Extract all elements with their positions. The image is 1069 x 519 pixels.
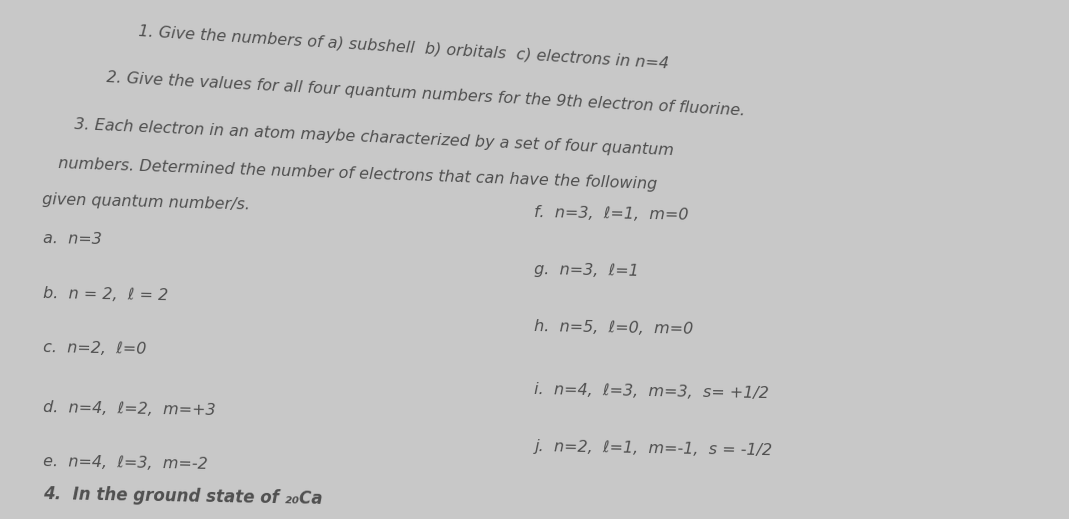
Text: 1. Give the numbers of a) subshell  b) orbitals  c) electrons in n=4: 1. Give the numbers of a) subshell b) or… xyxy=(138,23,669,71)
Text: b.  n = 2,  ℓ = 2: b. n = 2, ℓ = 2 xyxy=(43,286,168,303)
Text: 2. Give the values for all four quantum numbers for the 9th electron of fluorine: 2. Give the values for all four quantum … xyxy=(106,70,746,118)
Text: given quantum number/s.: given quantum number/s. xyxy=(43,192,250,212)
Text: j.  n=2,  ℓ=1,  m=-1,  s = -1/2: j. n=2, ℓ=1, m=-1, s = -1/2 xyxy=(534,439,773,458)
Text: 4.  In the ground state of ₂₀Ca: 4. In the ground state of ₂₀Ca xyxy=(43,485,323,508)
Text: i.  n=4,  ℓ=3,  m=3,  s= +1/2: i. n=4, ℓ=3, m=3, s= +1/2 xyxy=(534,382,770,401)
Text: numbers. Determined the number of electrons that can have the following: numbers. Determined the number of electr… xyxy=(59,156,657,192)
Text: g.  n=3,  ℓ=1: g. n=3, ℓ=1 xyxy=(534,263,639,279)
Text: f.  n=3,  ℓ=1,  m=0: f. n=3, ℓ=1, m=0 xyxy=(534,206,690,223)
Text: c.  n=2,  ℓ=0: c. n=2, ℓ=0 xyxy=(43,340,146,357)
Text: d.  n=4,  ℓ=2,  m=+3: d. n=4, ℓ=2, m=+3 xyxy=(43,400,215,418)
Text: h.  n=5,  ℓ=0,  m=0: h. n=5, ℓ=0, m=0 xyxy=(534,320,694,337)
Text: a.  n=3: a. n=3 xyxy=(43,231,102,247)
Text: 3. Each electron in an atom maybe characterized by a set of four quantum: 3. Each electron in an atom maybe charac… xyxy=(74,117,675,158)
Text: e.  n=4,  ℓ=3,  m=-2: e. n=4, ℓ=3, m=-2 xyxy=(43,455,207,472)
